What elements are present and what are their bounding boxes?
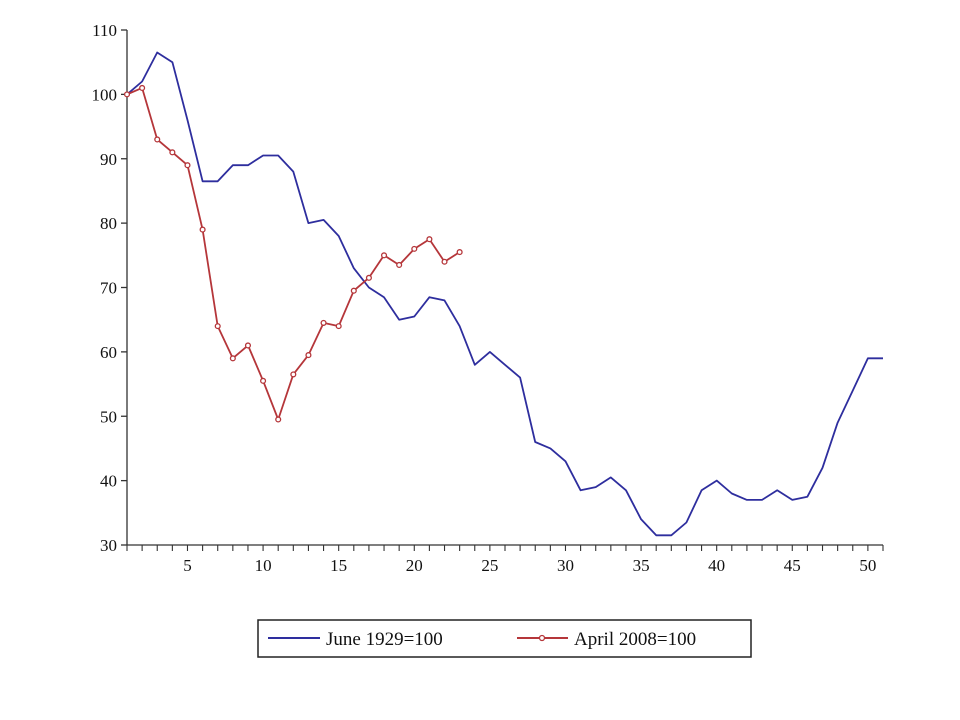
legend-label-june-1929: June 1929=100	[326, 629, 443, 650]
data-point-april-2008-100	[365, 274, 372, 281]
x-tick-label: 15	[330, 556, 347, 575]
x-tick-label: 25	[481, 556, 498, 575]
data-point-april-2008-100	[305, 352, 312, 359]
data-point-april-2008-100	[275, 416, 282, 423]
y-tick-label: 80	[100, 214, 117, 233]
data-point-april-2008-100	[441, 258, 448, 265]
y-tick-label: 40	[100, 472, 117, 491]
axes	[126, 30, 883, 546]
series-line-april-2008-100	[126, 87, 461, 421]
data-point-april-2008-100	[184, 162, 191, 169]
x-tick-label: 40	[708, 556, 725, 575]
x-tick-label: 5	[183, 556, 192, 575]
x-tick-label: 45	[784, 556, 801, 575]
data-point-april-2008-100	[244, 342, 252, 349]
x-tick-label: 35	[633, 556, 650, 575]
data-point-april-2008-100	[411, 245, 418, 252]
data-point-april-2008-100	[350, 287, 357, 294]
data-point-april-2008-100	[169, 149, 176, 156]
series-layer	[123, 51, 883, 537]
data-point-april-2008-100	[290, 371, 297, 378]
data-point-april-2008-100	[229, 355, 236, 362]
data-point-april-2008-100	[380, 252, 388, 259]
ticks: 30 40 50 60 70 80 90 100 110 5 10 15 20 25 30 35 40 45 50	[92, 21, 884, 575]
legend-label-april-2008: April 2008=100	[574, 629, 696, 650]
series-line-june-1929-100	[126, 51, 883, 537]
data-point-april-2008-100	[335, 323, 342, 330]
data-point-april-2008-100	[396, 261, 403, 269]
y-tick-label: 110	[92, 21, 117, 40]
data-point-april-2008-100	[199, 226, 206, 233]
data-point-april-2008-100	[123, 91, 131, 98]
y-tick-label: 70	[100, 279, 117, 298]
x-tick-label: 50	[859, 556, 876, 575]
legend: June 1929=100 April 2008=100	[257, 619, 752, 658]
data-point-april-2008-100	[260, 377, 267, 384]
x-tick-label: 10	[255, 556, 272, 575]
y-tick-label: 60	[100, 343, 117, 362]
legend-box	[257, 619, 752, 658]
y-tick-label: 90	[100, 150, 117, 169]
data-point-april-2008-100	[214, 323, 221, 330]
data-point-april-2008-100	[154, 136, 161, 143]
x-tick-label: 30	[557, 556, 574, 575]
legend-marker-april-2008	[538, 634, 546, 642]
data-point-april-2008-100	[320, 319, 327, 326]
y-tick-label: 50	[100, 407, 117, 426]
data-point-april-2008-100	[456, 249, 463, 256]
y-tick-label: 30	[100, 536, 117, 555]
data-point-april-2008-100	[139, 84, 146, 91]
y-tick-label: 100	[92, 85, 118, 104]
data-point-april-2008-100	[426, 236, 433, 243]
x-tick-label: 20	[406, 556, 423, 575]
